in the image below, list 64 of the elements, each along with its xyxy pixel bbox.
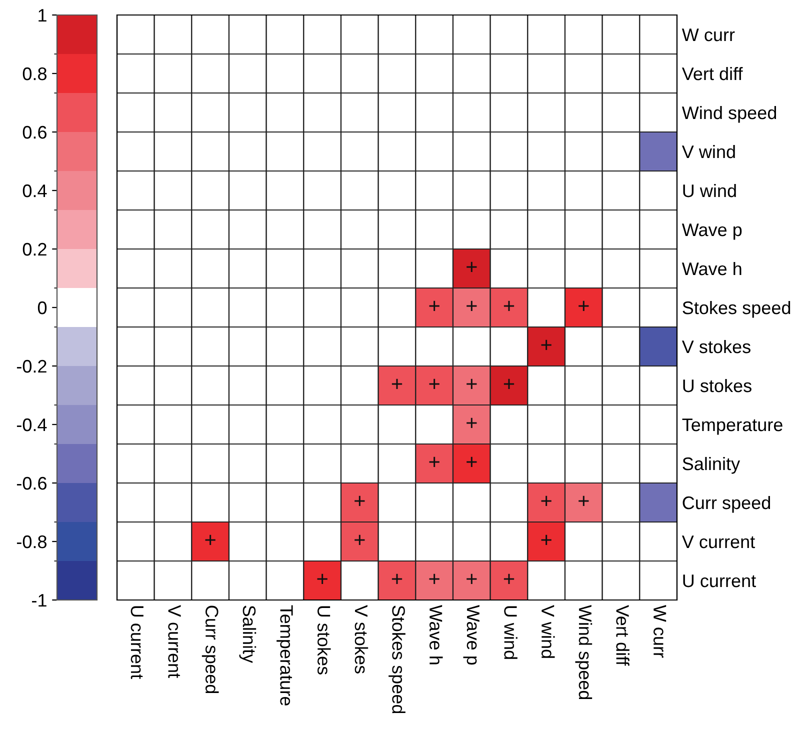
data-label: + xyxy=(429,456,440,468)
y-tick-label: U wind xyxy=(683,184,736,198)
y-tick-label: V wind xyxy=(682,144,735,158)
x-tick-label: U current xyxy=(130,606,144,679)
data-label: + xyxy=(466,574,477,584)
data-label: + xyxy=(354,496,365,506)
x-tick-label: V stokes xyxy=(354,604,368,674)
y-tick-label: U current xyxy=(683,574,756,588)
y-tick-label: V current xyxy=(682,536,755,548)
data-label: + xyxy=(429,574,440,584)
data-label: + xyxy=(205,534,216,546)
data-label: + xyxy=(504,574,514,584)
y-tick-label: Salinity xyxy=(682,456,740,474)
data-label: + xyxy=(466,262,477,272)
x-tick-label: Vert diff xyxy=(616,604,630,666)
data-label: + xyxy=(466,378,477,390)
data-label: + xyxy=(541,340,552,350)
x-tick-label: Wave p xyxy=(463,604,480,665)
x-tick-label: V current xyxy=(168,604,181,678)
y-tick-label: V stokes xyxy=(682,340,750,354)
data-label: + xyxy=(541,534,552,546)
data-label: + xyxy=(541,496,552,506)
x-tick-label: Temperature xyxy=(276,605,293,706)
color-bar-label: -0.8 xyxy=(16,535,46,548)
data-label: + xyxy=(578,300,589,312)
y-tick-label: Wave h xyxy=(682,262,742,276)
x-tick-label: U wind xyxy=(504,606,518,659)
data-label: + xyxy=(429,300,440,312)
x-tick-label: Wind speed xyxy=(575,604,592,700)
data-label: + xyxy=(392,574,402,584)
data-label: + xyxy=(466,456,477,468)
data-label: + xyxy=(392,378,402,390)
x-tick-label: V wind xyxy=(541,604,555,658)
color-bar-label: -0.4 xyxy=(16,418,47,432)
x-tick-label: U stokes xyxy=(317,606,331,674)
y-tick-label: Wave p xyxy=(682,224,742,240)
data-label: + xyxy=(317,574,328,584)
y-tick-label: U stokes xyxy=(683,378,752,392)
data-label: + xyxy=(466,418,477,428)
y-tick-label: Vert diff xyxy=(682,66,743,80)
data-label: + xyxy=(466,300,477,312)
color-bar-label: 0.8 xyxy=(22,67,46,80)
y-tick-label: Curr speed xyxy=(682,496,770,513)
y-tick-label: W curr xyxy=(682,28,735,42)
color-bar-label: 0.6 xyxy=(22,126,46,139)
color-bar-label: -0.6 xyxy=(16,476,46,490)
data-label: + xyxy=(429,378,440,390)
color-bar-label: 1 xyxy=(38,9,46,22)
x-tick-label: Stokes speed xyxy=(388,606,406,714)
y-tick-label: Wind speed xyxy=(682,106,776,123)
data-label: + xyxy=(354,534,365,546)
data-label: + xyxy=(504,300,514,312)
x-tick-label: Wave h xyxy=(429,604,443,664)
data-label: + xyxy=(578,496,589,506)
color-bar-label: -0.2 xyxy=(16,360,46,373)
y-tick-label: Stokes speed xyxy=(682,300,790,318)
color-bar-label: 0.4 xyxy=(22,184,47,198)
y-tick-label: Temperature xyxy=(682,418,782,435)
color-bar-label: -1 xyxy=(32,594,46,607)
x-tick-label: Curr speed xyxy=(202,606,219,694)
x-tick-label: Salinity xyxy=(239,606,256,664)
data-label: + xyxy=(504,378,514,390)
color-bar-label: 0.2 xyxy=(22,242,46,256)
color-bar-label: 0 xyxy=(38,301,47,314)
